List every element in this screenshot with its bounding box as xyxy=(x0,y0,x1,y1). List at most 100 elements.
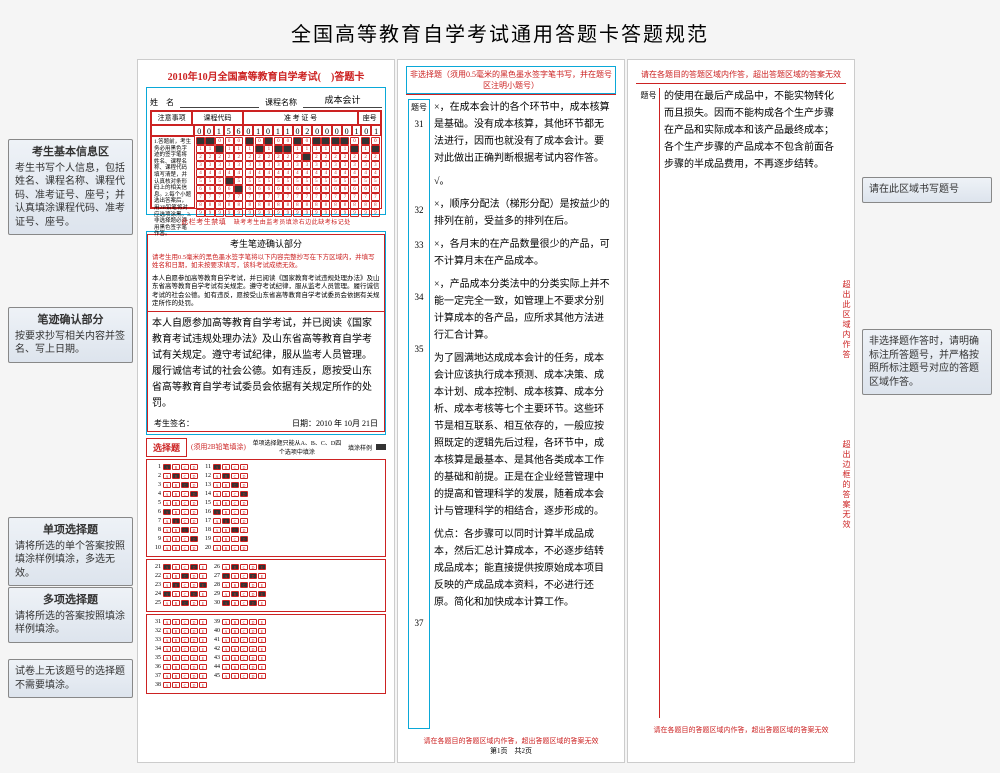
bubble[interactable]: 3 xyxy=(205,161,214,169)
bubble[interactable]: 7 xyxy=(234,193,243,201)
bubble[interactable]: 1 xyxy=(293,145,302,153)
name-field[interactable] xyxy=(180,106,259,108)
mc-option[interactable]: D xyxy=(240,545,248,551)
mc-option[interactable]: D xyxy=(190,509,198,515)
bubble[interactable]: 8 xyxy=(283,201,292,209)
bubble[interactable]: 3 xyxy=(350,161,359,169)
mc-option[interactable]: A xyxy=(163,536,171,542)
bubble[interactable]: 9 xyxy=(245,209,254,217)
mc-option[interactable]: B xyxy=(222,509,230,515)
mc-option[interactable]: D xyxy=(190,591,198,597)
bubble[interactable]: 9 xyxy=(283,209,292,217)
mc-option[interactable]: D xyxy=(190,545,198,551)
bubble[interactable]: 0 xyxy=(245,137,254,145)
mc-option[interactable]: B xyxy=(222,518,230,524)
bubble[interactable]: 9 xyxy=(225,209,234,217)
mc-option[interactable]: A xyxy=(163,637,171,643)
digit-cell[interactable]: 6 xyxy=(234,125,244,136)
bubble[interactable]: 0 xyxy=(205,137,214,145)
mc-option[interactable]: E xyxy=(258,600,266,606)
bubble[interactable]: 0 xyxy=(321,137,330,145)
mc-option[interactable]: C xyxy=(181,600,189,606)
mc-option[interactable]: C xyxy=(181,655,189,661)
mc-option[interactable]: A xyxy=(163,500,171,506)
mc-option[interactable]: B xyxy=(172,637,180,643)
bubble[interactable]: 1 xyxy=(321,145,330,153)
bubble[interactable]: 3 xyxy=(215,161,224,169)
bubble[interactable]: 1 xyxy=(234,145,243,153)
mc-option[interactable]: D xyxy=(249,664,257,670)
bubble[interactable]: 2 xyxy=(215,153,224,161)
mc-option[interactable]: B xyxy=(231,655,239,661)
bubble[interactable]: 9 xyxy=(312,209,321,217)
free-response-text-3[interactable]: 的使用在最后产成品中，不能实物转化而且损失。因而不能构成各个生产步骤在产品和实际… xyxy=(664,88,842,173)
bubble[interactable]: 4 xyxy=(293,169,302,177)
mc-option[interactable]: A xyxy=(222,564,230,570)
bubble[interactable]: 5 xyxy=(245,177,254,185)
mc-option[interactable]: D xyxy=(249,628,257,634)
bubble[interactable]: 0 xyxy=(361,137,370,145)
mc-option[interactable]: C xyxy=(181,491,189,497)
mc-option[interactable]: B xyxy=(172,482,180,488)
mc-option[interactable]: B xyxy=(231,673,239,679)
bubble[interactable]: 0 xyxy=(302,137,311,145)
mc-option[interactable]: D xyxy=(249,591,257,597)
mc-option[interactable]: A xyxy=(163,619,171,625)
bubble[interactable]: 5 xyxy=(264,177,273,185)
bubble[interactable]: 1 xyxy=(225,145,234,153)
digit-cell[interactable]: 5 xyxy=(224,125,234,136)
bubble[interactable]: 8 xyxy=(293,201,302,209)
bubble[interactable]: 5 xyxy=(225,177,234,185)
mc-option[interactable]: A xyxy=(222,628,230,634)
pen-handwritten[interactable]: 本人自愿参加高等教育自学考试，并已阅读《国家教育考试违规处理办法》及山东省高等教… xyxy=(148,311,384,416)
mc-option[interactable]: E xyxy=(199,646,207,652)
bubble[interactable]: 0 xyxy=(255,137,264,145)
mc-option[interactable]: B xyxy=(172,591,180,597)
digit-cell[interactable]: 0 xyxy=(312,125,322,136)
mc-option[interactable]: C xyxy=(240,673,248,679)
bubble[interactable]: 7 xyxy=(312,193,321,201)
mc-option[interactable]: A xyxy=(213,482,221,488)
bubble[interactable]: 5 xyxy=(293,177,302,185)
mc-option[interactable]: B xyxy=(172,536,180,542)
bubble[interactable]: 7 xyxy=(321,193,330,201)
mc-option[interactable]: B xyxy=(172,509,180,515)
bubble[interactable]: 5 xyxy=(340,177,349,185)
bubble[interactable]: 2 xyxy=(245,153,254,161)
bubble[interactable]: 3 xyxy=(312,161,321,169)
mc-option[interactable]: E xyxy=(199,564,207,570)
bubble[interactable]: 0 xyxy=(312,137,321,145)
bubble[interactable]: 0 xyxy=(371,137,380,145)
bubble[interactable]: 9 xyxy=(371,209,380,217)
mc-option[interactable]: B xyxy=(172,491,180,497)
bubble[interactable]: 9 xyxy=(361,209,370,217)
mc-option[interactable]: A xyxy=(222,573,230,579)
bubble[interactable]: 2 xyxy=(331,153,340,161)
mc-option[interactable]: B xyxy=(222,482,230,488)
bubble[interactable]: 6 xyxy=(361,185,370,193)
mc-option[interactable]: B xyxy=(172,582,180,588)
course-name-field[interactable]: 成本会计 xyxy=(303,93,382,108)
mc-option[interactable]: A xyxy=(163,464,171,470)
mc-option[interactable]: C xyxy=(181,573,189,579)
bubble[interactable]: 0 xyxy=(350,137,359,145)
mc-option[interactable]: B xyxy=(231,564,239,570)
mc-option[interactable]: E xyxy=(199,628,207,634)
bubble[interactable]: 4 xyxy=(361,169,370,177)
bubble[interactable]: 9 xyxy=(196,209,205,217)
mc-option[interactable]: D xyxy=(240,491,248,497)
mc-option[interactable]: C xyxy=(181,637,189,643)
mc-option[interactable]: C xyxy=(181,619,189,625)
mc-option[interactable]: C xyxy=(231,473,239,479)
mc-option[interactable]: A xyxy=(163,482,171,488)
mc-option[interactable]: B xyxy=(172,673,180,679)
mc-option[interactable]: A xyxy=(163,582,171,588)
mc-option[interactable]: D xyxy=(190,464,198,470)
mc-option[interactable]: B xyxy=(231,573,239,579)
bubble[interactable]: 9 xyxy=(331,209,340,217)
mc-option[interactable]: E xyxy=(199,591,207,597)
bubble[interactable]: 1 xyxy=(361,145,370,153)
mc-option[interactable]: A xyxy=(213,500,221,506)
bubble[interactable]: 5 xyxy=(215,177,224,185)
mc-option[interactable]: D xyxy=(190,482,198,488)
